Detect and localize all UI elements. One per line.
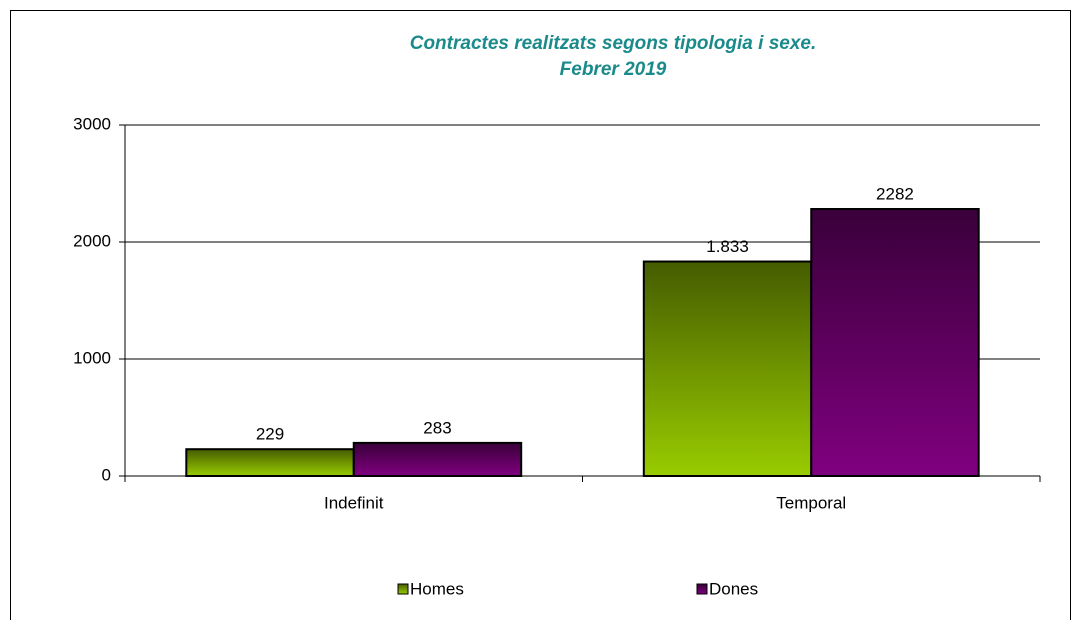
chart-title: Contractes realitzats segons tipologia i… [410,33,817,54]
bar [185,448,355,477]
data-label: 1.833 [706,237,749,256]
x-tick-label: Temporal [776,493,846,512]
legend-swatch [397,583,409,595]
legend-label: Dones [709,579,758,598]
bar [352,441,523,478]
y-tick-label: 0 [102,465,111,484]
x-tick-label: Indefinit [324,493,384,512]
bar [810,208,980,477]
bar [642,260,813,477]
data-label: 283 [423,418,451,437]
y-tick-label: 1000 [73,348,111,367]
chart-subtitle: Febrer 2019 [560,59,667,80]
data-label: 2282 [876,184,914,203]
y-tick-label: 2000 [73,231,111,250]
y-tick-label: 3000 [73,114,111,133]
legend-swatch [696,583,708,595]
data-label: 229 [256,425,284,444]
legend-label: Homes [410,579,464,598]
